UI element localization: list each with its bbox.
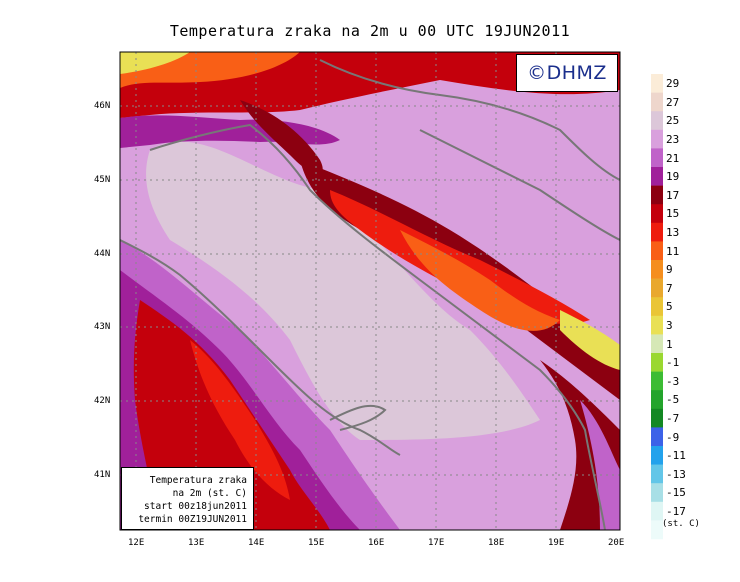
colorbar-label: 7 xyxy=(666,281,673,295)
colorbar-label: -1 xyxy=(666,356,680,370)
colorbar-label: -3 xyxy=(666,374,680,388)
colorbar-swatch xyxy=(651,371,663,391)
lon-label-18e: 18E xyxy=(488,538,505,548)
pale-sea-zone xyxy=(146,141,540,440)
italy-hot-spot xyxy=(190,340,290,500)
lon-label-14e: 14E xyxy=(248,538,265,548)
colorbar-swatch xyxy=(651,446,663,465)
colorbar-label: -17 xyxy=(666,504,686,518)
colorbar-label: -15 xyxy=(666,486,686,500)
border-inland xyxy=(419,129,620,241)
graticule xyxy=(120,52,620,530)
colorbar-label: 15 xyxy=(666,207,680,221)
colorbar-swatch xyxy=(651,390,663,410)
north-west-hot xyxy=(120,52,190,74)
dinaric-warm xyxy=(330,190,590,324)
colorbar-swatch xyxy=(651,167,663,186)
colorbar-label: 3 xyxy=(666,318,673,332)
lon-label-17e: 17E xyxy=(428,538,445,548)
info-line-4: termin 00Z19JUN2011 xyxy=(138,514,247,525)
border-north xyxy=(319,59,620,181)
west-coastline xyxy=(120,239,401,456)
lat-label-41n: 41N xyxy=(94,470,111,480)
colorbar-label: 29 xyxy=(666,77,680,91)
lat-label-43n: 43N xyxy=(94,322,111,332)
lon-label-13e: 13E xyxy=(188,538,205,548)
colorbar-label: 11 xyxy=(666,244,680,258)
info-box: Temperatura zraka na 2m (st. C) start 00… xyxy=(121,467,254,530)
colorbar-label: -11 xyxy=(666,449,686,463)
colorbar-swatch xyxy=(651,520,663,540)
colorbar-swatch xyxy=(651,353,663,372)
colorbar-label: -9 xyxy=(666,430,680,444)
lon-label-19e: 19E xyxy=(548,538,565,548)
colorbar-swatch xyxy=(651,278,663,298)
dhmz-logo: ©DHMZ xyxy=(516,54,618,92)
dinaric-hot xyxy=(400,230,560,331)
lat-label-42n: 42N xyxy=(94,396,111,406)
colorbar-swatch xyxy=(651,129,663,149)
map-frame xyxy=(119,51,621,531)
south-east-cool xyxy=(580,400,620,530)
colorbar-swatch xyxy=(651,74,663,93)
info-line-3: start 00z18jun2011 xyxy=(144,501,247,512)
colorbar-label: -7 xyxy=(666,411,680,425)
colorbar-label: 21 xyxy=(666,151,680,165)
colorbar-swatch xyxy=(651,315,663,335)
colorbar-label: 17 xyxy=(666,188,680,202)
colorbar-swatch xyxy=(651,111,663,131)
lon-label-12e: 12E xyxy=(128,538,145,548)
colorbar-label: 25 xyxy=(666,114,680,128)
colorbar-swatch xyxy=(651,241,663,261)
colorbar-swatch xyxy=(651,222,663,242)
map-title: Temperatura zraka na 2m u 00 UTC 19JUN20… xyxy=(169,22,571,40)
colorbar-label: 27 xyxy=(666,95,680,109)
colorbar-swatch xyxy=(651,483,663,503)
colorbar-label: 13 xyxy=(666,225,680,239)
colorbar-label: -13 xyxy=(666,467,686,481)
colorbar-label: 23 xyxy=(666,132,680,146)
colorbar-swatch xyxy=(651,464,663,484)
east-coastline xyxy=(149,123,606,530)
colorbar-label: 1 xyxy=(666,337,673,351)
colorbar-unit: (st. C) xyxy=(662,519,700,529)
gargano-coast xyxy=(329,404,387,431)
lat-label-45n: 45N xyxy=(94,175,111,185)
colorbar-swatch xyxy=(651,92,663,112)
lat-label-46n: 46N xyxy=(94,101,111,111)
kvarner-warm xyxy=(240,100,323,174)
info-line-1: Temperatura zraka xyxy=(149,475,247,486)
lat-label-44n: 44N xyxy=(94,249,111,259)
lon-label-15e: 15E xyxy=(308,538,325,548)
colorbar-label: 9 xyxy=(666,263,673,277)
colorbar-label: 5 xyxy=(666,300,673,314)
colorbar xyxy=(651,74,663,540)
colorbar-swatch xyxy=(651,408,663,428)
colorbar-label: -5 xyxy=(666,393,680,407)
colorbar-swatch xyxy=(651,148,663,168)
colorbar-swatch xyxy=(651,427,663,447)
colorbar-swatch xyxy=(651,297,663,317)
colorbar-swatch xyxy=(651,185,663,205)
info-line-2: na 2m (st. C) xyxy=(172,488,247,499)
map-field xyxy=(120,52,620,530)
lon-label-16e: 16E xyxy=(368,538,385,548)
colorbar-label: 19 xyxy=(666,170,680,184)
colorbar-swatch xyxy=(651,334,663,354)
lon-label-20e: 20E xyxy=(608,538,625,548)
montenegro-hot xyxy=(560,310,620,370)
colorbar-swatch xyxy=(651,260,663,279)
colorbar-swatch xyxy=(651,204,663,224)
colorbar-swatch xyxy=(651,501,663,521)
